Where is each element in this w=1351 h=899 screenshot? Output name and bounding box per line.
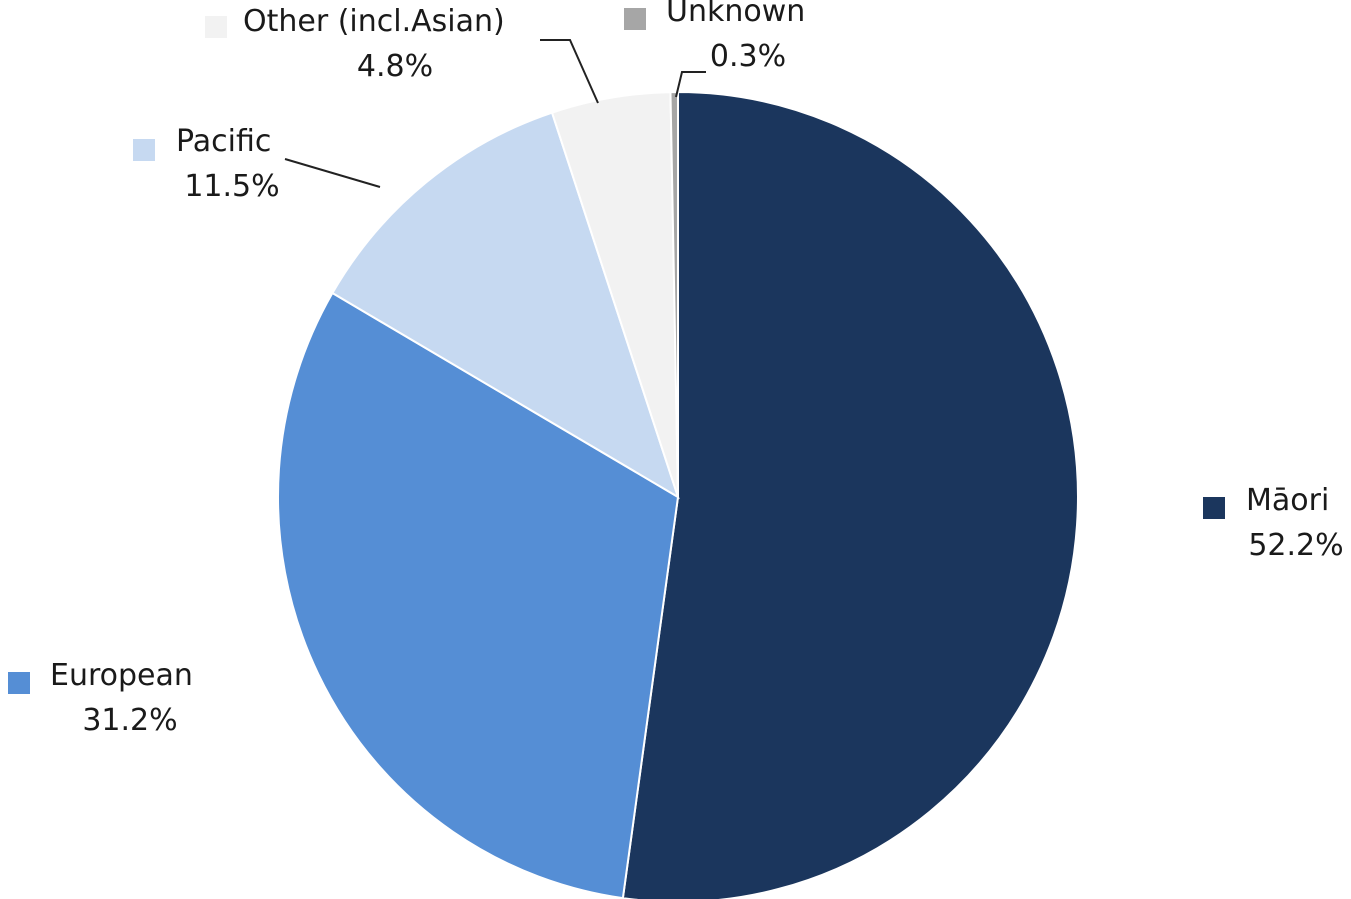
- leader-line-unknown: [675, 71, 706, 98]
- slice-labels: Māori 52.2% European 31.2% Pacific 11.5% Other…: [8, 0, 1344, 738]
- pie-slice-m-ori: [621, 90, 1079, 899]
- leader-lines: [284, 39, 706, 188]
- legend-key-unknown: [624, 8, 646, 30]
- slice-value-pacific: 11.5%: [184, 169, 279, 204]
- legend-key-european: [8, 672, 30, 694]
- legend-key-m-ori: [1203, 497, 1225, 519]
- pie-slice-european: [276, 291, 680, 899]
- slice-label-m-ori: Māori: [1246, 483, 1329, 518]
- slice-value-other-incl-asian: 4.8%: [357, 49, 433, 84]
- slice-value-unknown: 0.3%: [710, 39, 786, 74]
- pie-slices: [276, 90, 1079, 899]
- pie-slice-pacific: [331, 111, 680, 500]
- legend-key-other-incl-asian: [205, 16, 227, 38]
- slice-label-european: European: [50, 658, 193, 693]
- slice-label-unknown: Unknown: [666, 0, 805, 29]
- leader-line-other-incl-asian: [540, 39, 599, 104]
- leader-line-pacific: [284, 158, 381, 188]
- slice-label-pacific: Pacific: [176, 124, 271, 159]
- legend-key-pacific: [133, 139, 155, 161]
- slice-label-other-incl-asian: Other (incl.Asian): [243, 4, 505, 39]
- slice-value-m-ori: 52.2%: [1248, 528, 1343, 563]
- slice-value-european: 31.2%: [82, 703, 177, 738]
